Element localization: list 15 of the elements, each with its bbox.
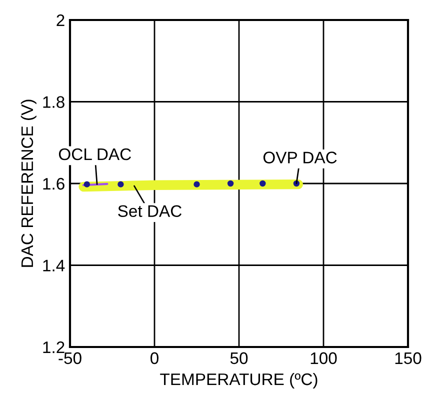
y-tick-label: 1.6: [43, 178, 64, 190]
y-tick-label: 1.4: [43, 260, 65, 272]
y-tick-label: 2: [56, 14, 64, 26]
annotation: OCL DAC: [58, 148, 131, 160]
x-axis-title: TEMPERATURE (ºC): [160, 372, 318, 388]
x-tick-label: 100: [310, 352, 337, 364]
annotation: OVP DAC: [263, 152, 337, 164]
x-tick-label: 150: [395, 352, 422, 364]
x-tick-label: 0: [150, 352, 158, 364]
x-tick-label: -50: [58, 352, 82, 364]
y-tick-label: 1.8: [43, 96, 64, 108]
annotation: Set DAC: [118, 205, 182, 217]
x-tick-label: 50: [230, 352, 248, 364]
y-axis-title: DAC REFERENCE (V): [20, 100, 36, 267]
y-tick-label: 1.2: [43, 341, 64, 354]
